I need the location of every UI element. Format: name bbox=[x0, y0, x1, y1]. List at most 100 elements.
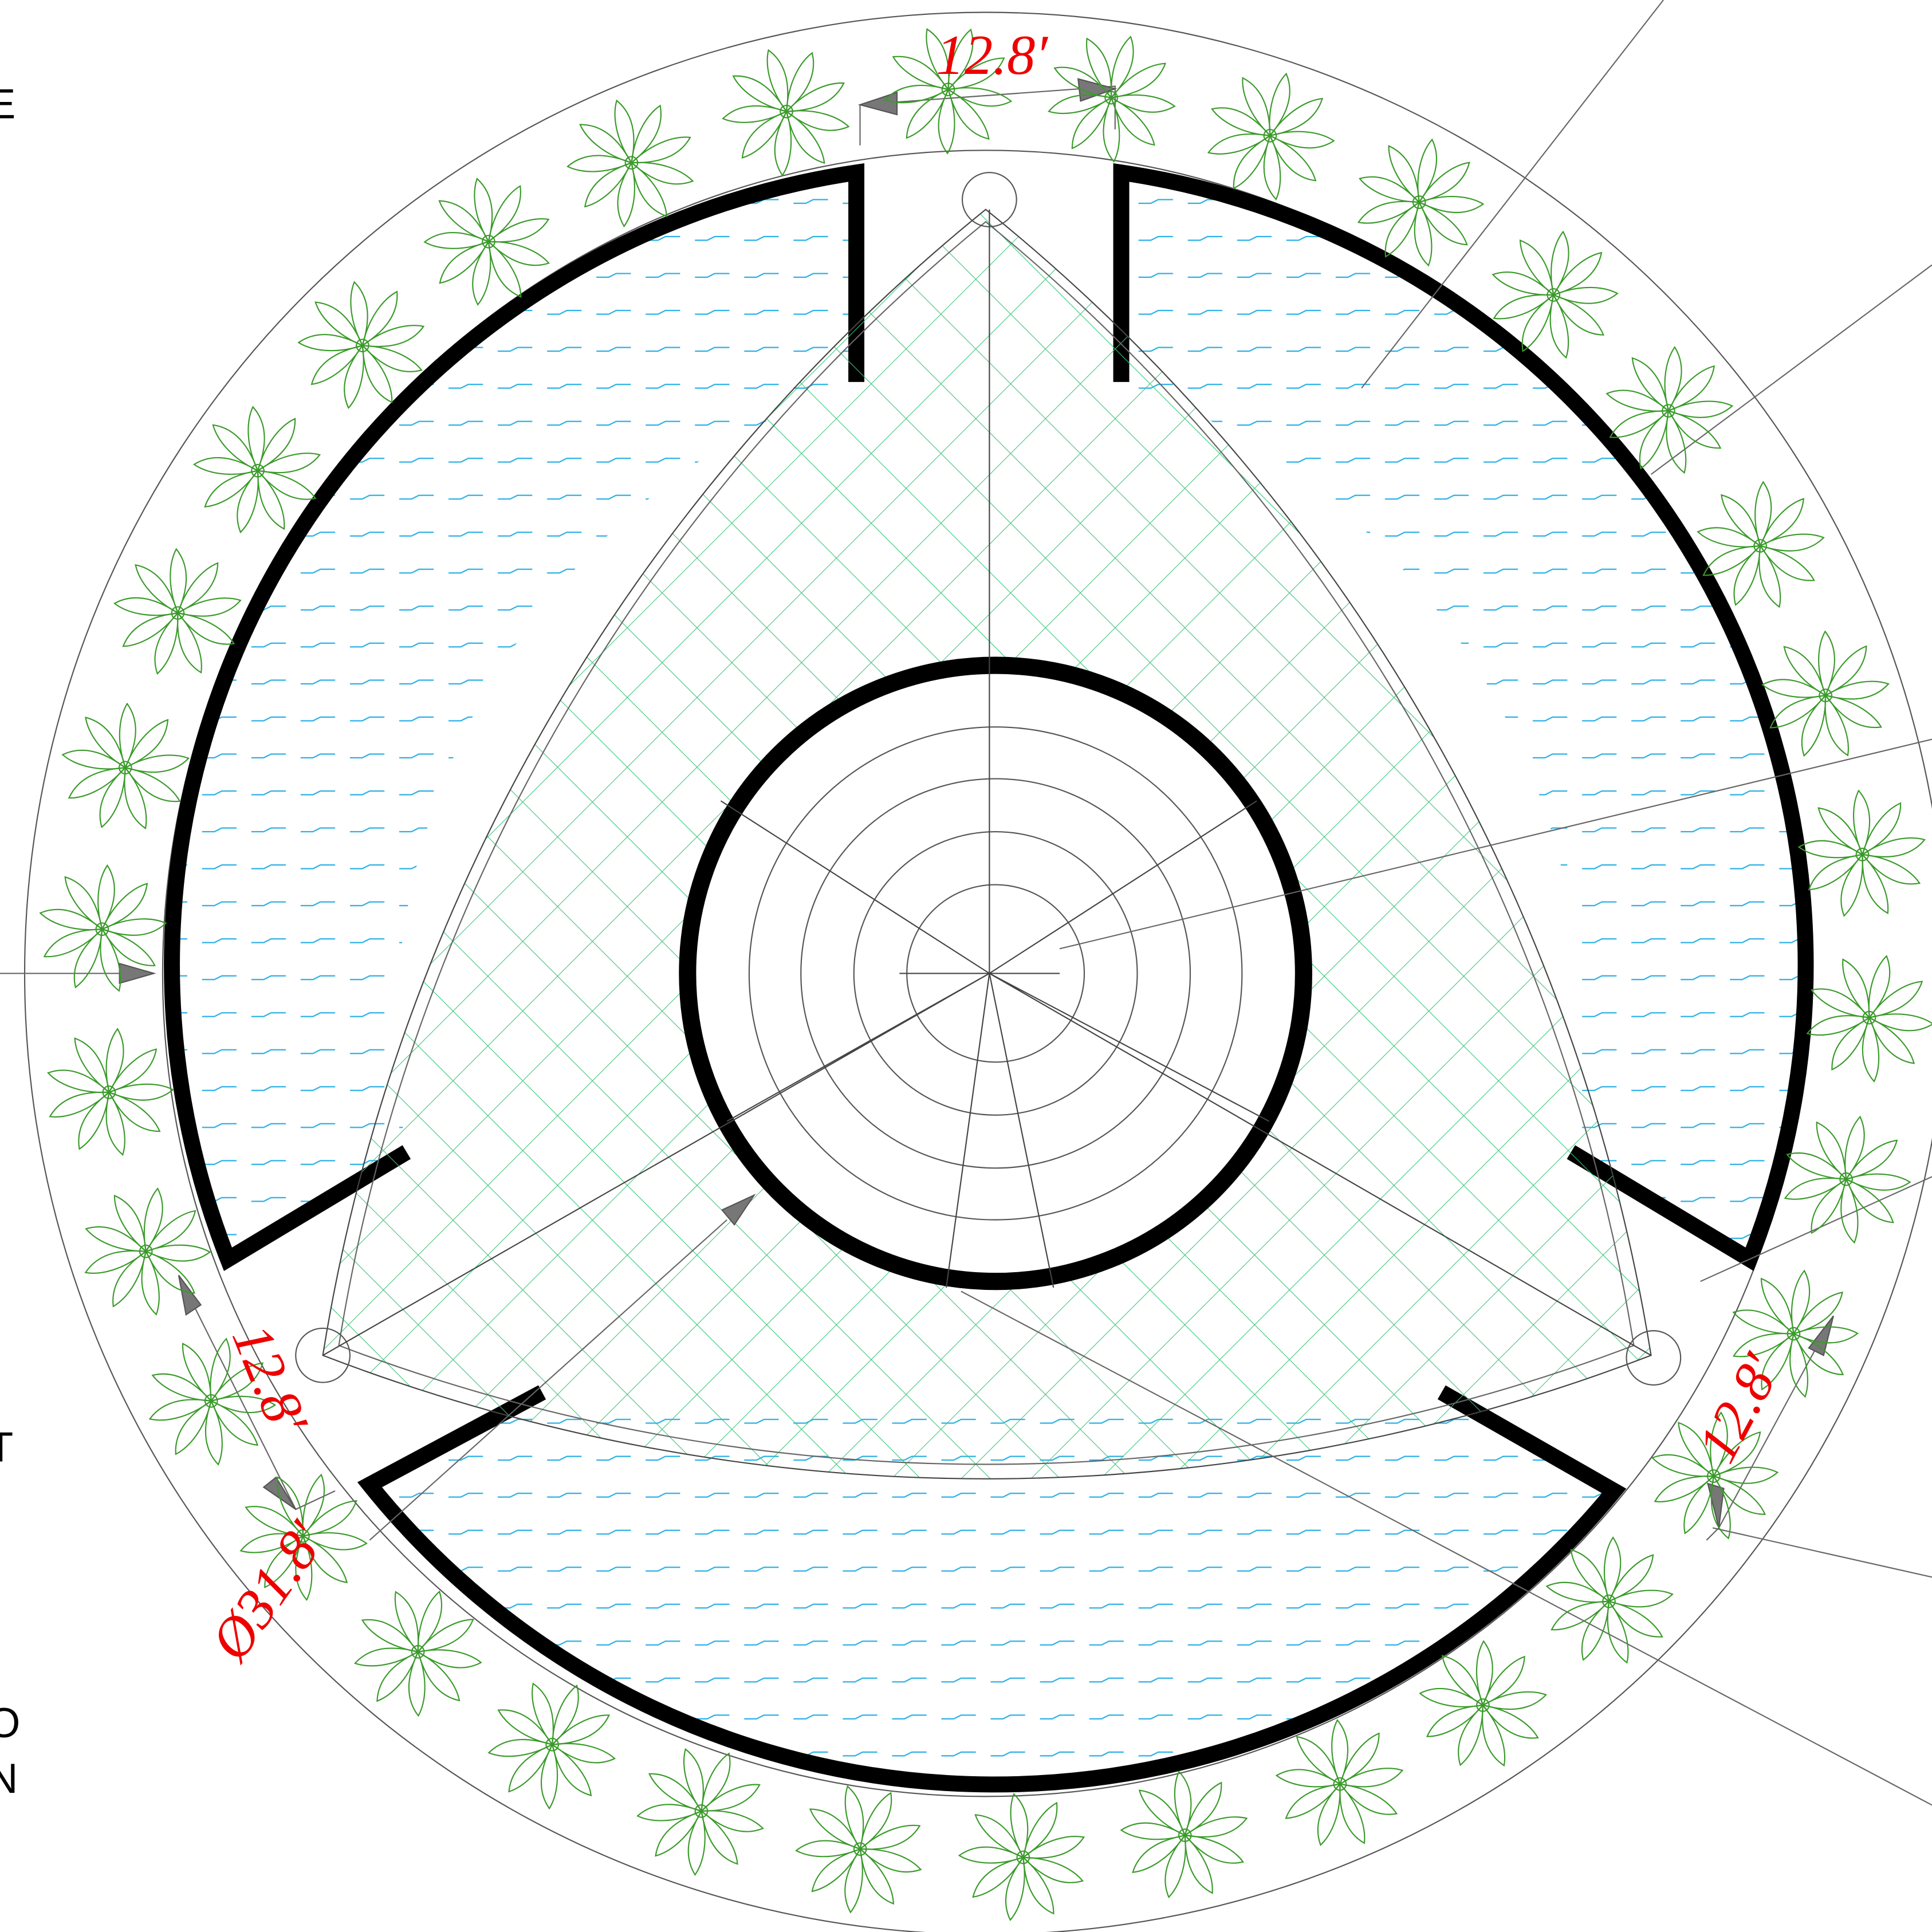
petal bbox=[1420, 1685, 1483, 1711]
petal bbox=[1270, 124, 1335, 156]
petal bbox=[631, 102, 663, 167]
petal bbox=[150, 1372, 214, 1401]
petal bbox=[1682, 1472, 1714, 1537]
petal bbox=[204, 422, 268, 471]
petal bbox=[1809, 805, 1873, 855]
petal bbox=[1658, 347, 1689, 411]
petal bbox=[1859, 854, 1923, 886]
petal bbox=[1596, 1537, 1629, 1602]
petal bbox=[72, 926, 103, 990]
petal bbox=[1787, 1270, 1814, 1334]
petal bbox=[358, 1617, 423, 1652]
edge-text: E bbox=[0, 81, 15, 128]
petal bbox=[1209, 106, 1273, 136]
petal bbox=[1850, 1017, 1891, 1083]
petal bbox=[1668, 357, 1717, 421]
shrub bbox=[710, 35, 861, 185]
petal bbox=[109, 1040, 159, 1103]
petal bbox=[237, 471, 258, 533]
petal bbox=[99, 765, 125, 829]
shrub bbox=[776, 1765, 947, 1932]
petal bbox=[488, 182, 523, 246]
petal bbox=[859, 1849, 922, 1873]
shrub bbox=[627, 1740, 775, 1886]
petal bbox=[552, 1741, 615, 1765]
edge-text: N bbox=[0, 1756, 18, 1802]
petal bbox=[1843, 1116, 1867, 1179]
petal bbox=[786, 50, 815, 115]
petal bbox=[140, 1188, 167, 1251]
petal bbox=[1260, 135, 1324, 183]
edge-text: O bbox=[0, 1700, 20, 1746]
petal bbox=[1415, 139, 1440, 202]
petal bbox=[1698, 525, 1760, 549]
petal bbox=[126, 562, 189, 613]
petal bbox=[237, 406, 277, 471]
petal bbox=[159, 548, 197, 613]
petal bbox=[90, 865, 122, 930]
petal bbox=[342, 345, 366, 408]
petal bbox=[1288, 1734, 1351, 1784]
petal bbox=[566, 143, 632, 183]
petal bbox=[1669, 389, 1734, 430]
petal bbox=[1607, 390, 1669, 411]
petal bbox=[437, 230, 489, 293]
shrub bbox=[1027, 10, 1199, 183]
petal bbox=[1182, 1835, 1246, 1865]
petal bbox=[145, 1201, 198, 1263]
petal bbox=[1846, 1165, 1911, 1199]
petal bbox=[1336, 1784, 1400, 1817]
petal bbox=[468, 242, 495, 305]
petal bbox=[1746, 481, 1780, 546]
petal bbox=[1808, 631, 1846, 695]
petal bbox=[1321, 1719, 1360, 1784]
petal bbox=[582, 152, 632, 216]
petal bbox=[1100, 97, 1164, 148]
petal bbox=[1553, 243, 1604, 306]
petal bbox=[1733, 544, 1761, 607]
petal bbox=[809, 1838, 860, 1901]
petal bbox=[1092, 97, 1131, 163]
petal bbox=[1732, 1309, 1795, 1334]
petal bbox=[786, 109, 849, 132]
petal bbox=[1762, 675, 1825, 702]
petal bbox=[1774, 644, 1837, 695]
petal bbox=[110, 703, 145, 768]
petal bbox=[1547, 1581, 1609, 1604]
petal bbox=[636, 1792, 702, 1832]
petal bbox=[1638, 407, 1669, 471]
petal bbox=[84, 1226, 147, 1252]
petal bbox=[1021, 1857, 1085, 1884]
petal bbox=[40, 908, 102, 930]
petal bbox=[1003, 1858, 1028, 1921]
site-plan: 12.8′ 12.8′ 12.8′ Ø31.8′ E T O N bbox=[0, 0, 1932, 1932]
shrub bbox=[1805, 956, 1932, 1083]
petal bbox=[146, 1235, 211, 1271]
petal bbox=[1859, 1017, 1923, 1066]
petal bbox=[701, 1811, 763, 1831]
petal bbox=[48, 1070, 110, 1093]
petal bbox=[1120, 1815, 1185, 1847]
petal bbox=[62, 747, 125, 773]
petal bbox=[948, 84, 1011, 110]
petal bbox=[76, 1088, 109, 1153]
petal bbox=[154, 612, 178, 674]
petal bbox=[407, 1651, 470, 1703]
petal bbox=[1419, 187, 1484, 222]
petal bbox=[1553, 277, 1619, 314]
petal bbox=[418, 1590, 443, 1653]
petal bbox=[701, 1750, 733, 1815]
petal bbox=[1432, 1653, 1494, 1706]
petal bbox=[631, 162, 693, 184]
petal bbox=[1269, 74, 1290, 136]
petal bbox=[1580, 1599, 1610, 1663]
petal bbox=[487, 241, 550, 266]
petal bbox=[1317, 1783, 1340, 1846]
petal bbox=[1652, 1454, 1714, 1476]
petal bbox=[1492, 271, 1555, 296]
petal bbox=[254, 470, 318, 502]
petal bbox=[102, 875, 150, 939]
petal bbox=[1466, 1640, 1502, 1705]
petal bbox=[766, 112, 800, 176]
edge-text: T bbox=[0, 1424, 13, 1470]
